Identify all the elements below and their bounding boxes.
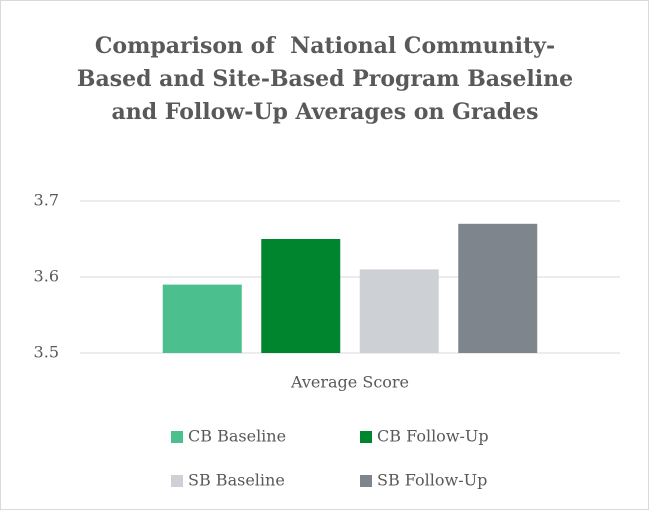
legend-swatch: [360, 431, 372, 443]
y-tick-label: 3.6: [34, 267, 59, 286]
legend-swatch: [171, 431, 183, 443]
y-tick-label: 3.7: [34, 191, 59, 210]
legend-label: CB Follow-Up: [377, 427, 489, 446]
bar: [261, 239, 341, 353]
legend-label: CB Baseline: [188, 427, 286, 446]
bar: [359, 269, 439, 353]
legend-swatch: [171, 475, 183, 487]
bar: [162, 284, 242, 353]
legend-label: SB Baseline: [188, 471, 285, 490]
legend-label: SB Follow-Up: [377, 471, 487, 490]
y-tick-label: 3.5: [34, 343, 59, 362]
x-tick-label: Average Score: [290, 373, 409, 392]
chart-title: Comparison of National Community-Based a…: [76, 33, 581, 125]
legend-swatch: [360, 475, 372, 487]
bar: [458, 223, 538, 353]
